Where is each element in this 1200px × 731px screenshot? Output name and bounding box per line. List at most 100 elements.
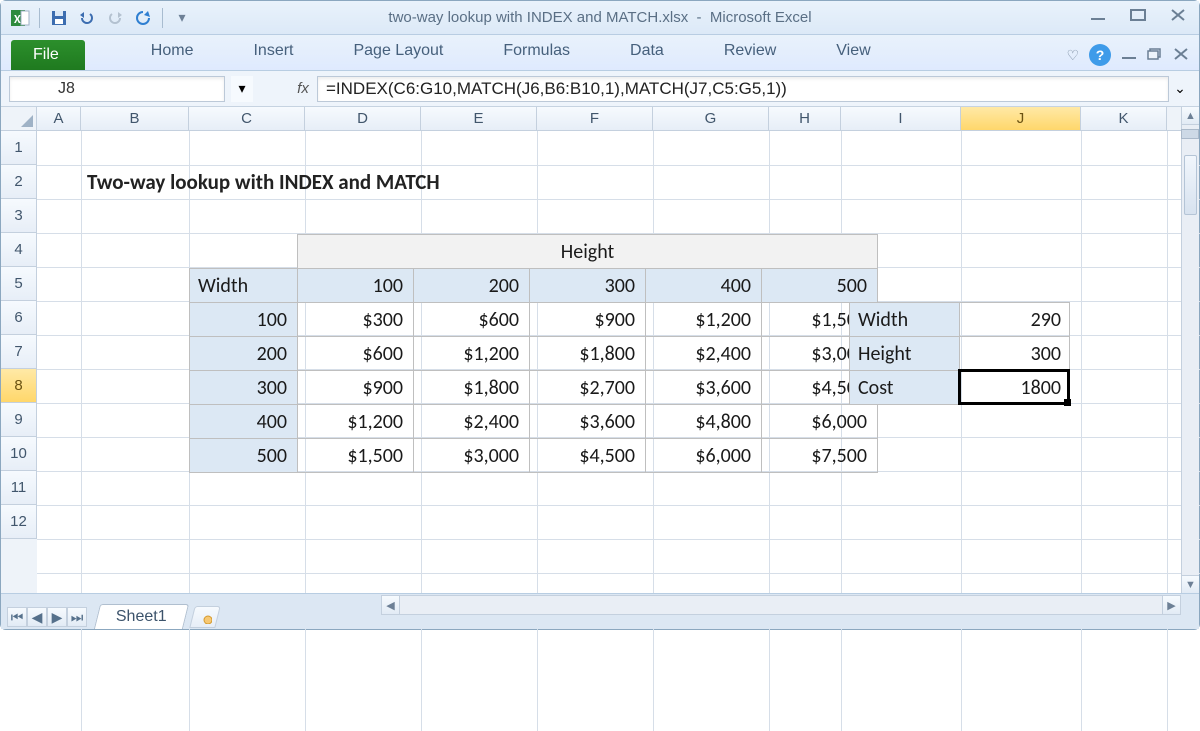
lookup-width-label: Width	[850, 303, 960, 337]
table-row-header: 400	[190, 405, 298, 439]
table-row-header: 500	[190, 439, 298, 473]
row-header[interactable]: 12	[1, 505, 37, 539]
column-header[interactable]: B	[81, 107, 189, 130]
lookup-cost-value: 1800	[960, 371, 1070, 405]
row-header[interactable]: 5	[1, 267, 37, 301]
lookup-cost-label: Cost	[850, 371, 960, 405]
tab-data[interactable]: Data	[622, 38, 672, 64]
scroll-left-icon[interactable]: ◀	[382, 596, 400, 614]
window-controls	[1087, 5, 1189, 25]
wb-restore-icon[interactable]	[1147, 47, 1163, 63]
column-header[interactable]: A	[37, 107, 81, 130]
new-sheet-icon[interactable]	[189, 606, 220, 628]
refresh-icon[interactable]	[132, 7, 154, 29]
table-cell: $900	[298, 371, 414, 405]
column-header[interactable]: G	[653, 107, 769, 130]
tab-page-layout[interactable]: Page Layout	[345, 38, 451, 64]
formula-input[interactable]: =INDEX(C6:G10,MATCH(J6,B6:B10,1),MATCH(J…	[317, 76, 1169, 102]
sheet-nav-last-icon[interactable]: ⏭	[67, 607, 87, 627]
ribbon-minimize-icon[interactable]: ♡	[1066, 47, 1079, 64]
undo-icon[interactable]	[76, 7, 98, 29]
sheet-tab-active[interactable]: Sheet1	[94, 604, 189, 629]
close-icon[interactable]	[1167, 5, 1189, 25]
table-cell: $2,400	[414, 405, 530, 439]
quick-access-toolbar: X ▾	[9, 7, 193, 29]
tab-insert[interactable]: Insert	[245, 38, 301, 64]
column-header[interactable]: H	[769, 107, 841, 130]
column-header[interactable]: I	[841, 107, 961, 130]
formula-bar-expand-icon[interactable]: ⌄	[1169, 80, 1191, 97]
table-col-header: 500	[762, 269, 878, 303]
qat-customize-icon[interactable]: ▾	[171, 7, 193, 29]
formula-bar: J8 ▾ fx =INDEX(C6:G10,MATCH(J6,B6:B10,1)…	[1, 71, 1199, 107]
wb-close-icon[interactable]	[1173, 47, 1189, 63]
sheet-tab-bar: ⏮ ◀ ▶ ⏭ Sheet1 ◀ ▶	[1, 593, 1199, 629]
column-header[interactable]: D	[305, 107, 421, 130]
table-cell: $1,200	[646, 303, 762, 337]
name-box[interactable]: J8	[9, 76, 225, 102]
file-tab[interactable]: File	[11, 40, 85, 70]
maximize-icon[interactable]	[1127, 5, 1149, 25]
scroll-right-icon[interactable]: ▶	[1162, 596, 1180, 614]
row-header[interactable]: 6	[1, 301, 37, 335]
lookup-height-label: Height	[850, 337, 960, 371]
table-cell: $2,400	[646, 337, 762, 371]
sheet-nav-first-icon[interactable]: ⏮	[7, 607, 27, 627]
lookup-width-value: 290	[960, 303, 1070, 337]
table-cell: $300	[298, 303, 414, 337]
row-header[interactable]: 7	[1, 335, 37, 369]
table-col-header: 100	[298, 269, 414, 303]
horizontal-scrollbar[interactable]: ◀ ▶	[381, 595, 1181, 615]
name-box-dropdown-icon[interactable]: ▾	[231, 76, 253, 102]
scroll-down-icon[interactable]: ▼	[1182, 575, 1199, 593]
table-cell: $600	[414, 303, 530, 337]
save-icon[interactable]	[48, 7, 70, 29]
column-header[interactable]: K	[1081, 107, 1167, 130]
title-bar: X ▾ two-way lookup with INDEX and MATCH.…	[1, 1, 1199, 35]
table-row-header: 300	[190, 371, 298, 405]
select-all-corner[interactable]	[1, 107, 37, 131]
split-handle[interactable]	[1181, 129, 1199, 139]
table-cell: $4,500	[530, 439, 646, 473]
vertical-scrollbar[interactable]: ▲ ▼	[1181, 107, 1199, 593]
table-cell: $600	[298, 337, 414, 371]
table-cell: $3,000	[414, 439, 530, 473]
sheet-nav-next-icon[interactable]: ▶	[47, 607, 67, 627]
wb-minimize-icon[interactable]	[1121, 47, 1137, 63]
row-header[interactable]: 2	[1, 165, 37, 199]
table-header-height: Height	[298, 235, 878, 269]
tab-home[interactable]: Home	[143, 38, 202, 64]
table-cell: $900	[530, 303, 646, 337]
column-header[interactable]: C	[189, 107, 305, 130]
tab-review[interactable]: Review	[716, 38, 784, 64]
scroll-up-icon[interactable]: ▲	[1182, 107, 1199, 125]
ribbon-tabs: File Home Insert Page Layout Formulas Da…	[1, 35, 1199, 71]
row-header[interactable]: 3	[1, 199, 37, 233]
row-header[interactable]: 9	[1, 403, 37, 437]
table-cell: $6,000	[762, 405, 878, 439]
table-cell: $7,500	[762, 439, 878, 473]
table-cell: $1,800	[414, 371, 530, 405]
redo-icon[interactable]	[104, 7, 126, 29]
row-header[interactable]: 11	[1, 471, 37, 505]
tab-formulas[interactable]: Formulas	[495, 38, 578, 64]
fx-icon[interactable]: fx	[289, 80, 317, 97]
table-row-header: 200	[190, 337, 298, 371]
excel-app-icon[interactable]: X	[9, 7, 31, 29]
column-header[interactable]: E	[421, 107, 537, 130]
row-header[interactable]: 8	[1, 369, 37, 403]
column-header[interactable]: J	[961, 107, 1081, 130]
row-header[interactable]: 1	[1, 131, 37, 165]
sheet-nav-prev-icon[interactable]: ◀	[27, 607, 47, 627]
table-col-header: 300	[530, 269, 646, 303]
row-header[interactable]: 10	[1, 437, 37, 471]
tab-view[interactable]: View	[828, 38, 878, 64]
window-title: two-way lookup with INDEX and MATCH.xlsx…	[388, 9, 811, 26]
table-row-header: 100	[190, 303, 298, 337]
scroll-thumb[interactable]	[1184, 155, 1197, 215]
column-header[interactable]: F	[537, 107, 653, 130]
cell-grid[interactable]: Two-way lookup with INDEX and MATCH Heig…	[37, 131, 1181, 593]
help-icon[interactable]: ?	[1089, 44, 1111, 66]
minimize-icon[interactable]	[1087, 5, 1109, 25]
row-header[interactable]: 4	[1, 233, 37, 267]
